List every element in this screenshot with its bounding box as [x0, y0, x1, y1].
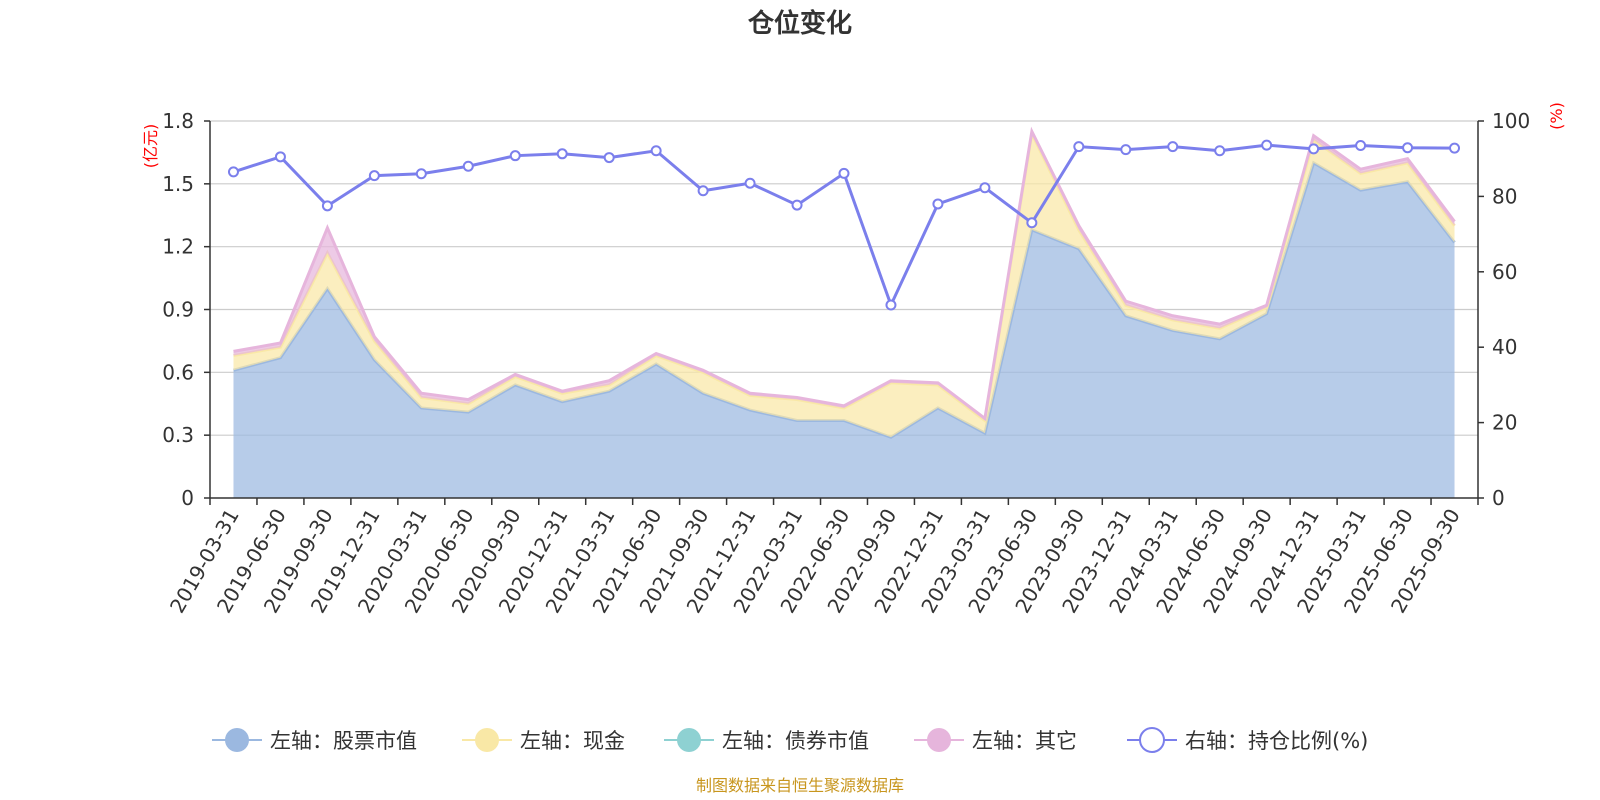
holding-ratio-point	[650, 145, 662, 157]
holding-ratio-point	[791, 199, 803, 211]
area-左轴：现金	[233, 133, 1455, 438]
left-tick-label: 0.6	[162, 360, 194, 384]
left-axis-unit: (亿元)	[141, 124, 160, 169]
holding-ratio-point	[368, 170, 380, 182]
left-tick-label: 0	[181, 486, 194, 510]
legend-swatch-marker	[927, 728, 951, 752]
right-tick-label: 60	[1492, 260, 1517, 284]
holding-ratio-point	[509, 150, 521, 162]
right-tick-label: 20	[1492, 411, 1517, 435]
left-tick-label: 1.8	[162, 109, 194, 133]
holding-ratio-point	[1308, 143, 1320, 155]
right-tick-label: 40	[1492, 335, 1517, 359]
holding-ratio-point	[1402, 142, 1414, 154]
holding-ratio-point	[1167, 141, 1179, 153]
holding-ratio-point	[1120, 144, 1132, 156]
holding-ratio-point	[603, 152, 615, 164]
right-tick-label: 100	[1492, 109, 1530, 133]
right-tick-label: 0	[1492, 486, 1505, 510]
holding-ratio-point	[979, 182, 991, 194]
holding-ratio-point	[462, 160, 474, 172]
legend-label: 左轴：债券市值	[722, 729, 869, 753]
left-tick-label: 1.5	[162, 172, 194, 196]
source-note: 制图数据来自恒生聚源数据库	[696, 776, 904, 795]
holding-ratio-point	[744, 177, 756, 189]
holding-ratio-point	[1449, 142, 1461, 154]
legend-label: 左轴：现金	[520, 729, 625, 753]
holding-ratio-point	[1073, 141, 1085, 153]
holding-ratio-point	[885, 299, 897, 311]
legend-swatch-marker	[1139, 727, 1165, 753]
holding-ratio-point	[1214, 145, 1226, 157]
holding-ratio-point	[697, 185, 709, 197]
right-tick-label: 80	[1492, 184, 1517, 208]
holding-ratio-point	[838, 167, 850, 179]
legend: 左轴：股票市值 左轴：现金 左轴：债券市值 左轴：其它 右轴：持仓比例(%)	[212, 727, 1368, 753]
legend-swatch-marker	[225, 728, 249, 752]
series-lines	[227, 139, 1461, 311]
right-axis-unit: (%)	[1547, 102, 1566, 130]
holding-ratio-point	[321, 200, 333, 212]
area-layers	[233, 126, 1456, 498]
holding-ratio-point	[274, 151, 286, 163]
holding-ratio-point	[1355, 140, 1367, 152]
legend-swatch-marker	[475, 728, 499, 752]
holding-ratio-point	[1026, 217, 1038, 229]
legend-label: 左轴：其它	[972, 729, 1077, 753]
left-tick-label: 0.9	[162, 298, 194, 322]
area-edge-左轴：其它	[233, 126, 1456, 422]
area-左轴：股票市值	[233, 162, 1455, 498]
holding-ratio-point	[932, 198, 944, 210]
holding-ratio-point	[227, 166, 239, 178]
legend-label: 左轴：股票市值	[270, 729, 417, 753]
holding-ratio-point	[556, 148, 568, 160]
left-tick-label: 0.3	[162, 423, 194, 447]
holding-ratio-point	[415, 168, 427, 180]
chart-title: 仓位变化	[747, 8, 852, 39]
left-tick-label: 1.2	[162, 235, 194, 259]
legend-swatch-marker	[677, 728, 701, 752]
legend-label: 右轴：持仓比例(%)	[1185, 729, 1368, 753]
holding-ratio-point	[1261, 139, 1273, 151]
